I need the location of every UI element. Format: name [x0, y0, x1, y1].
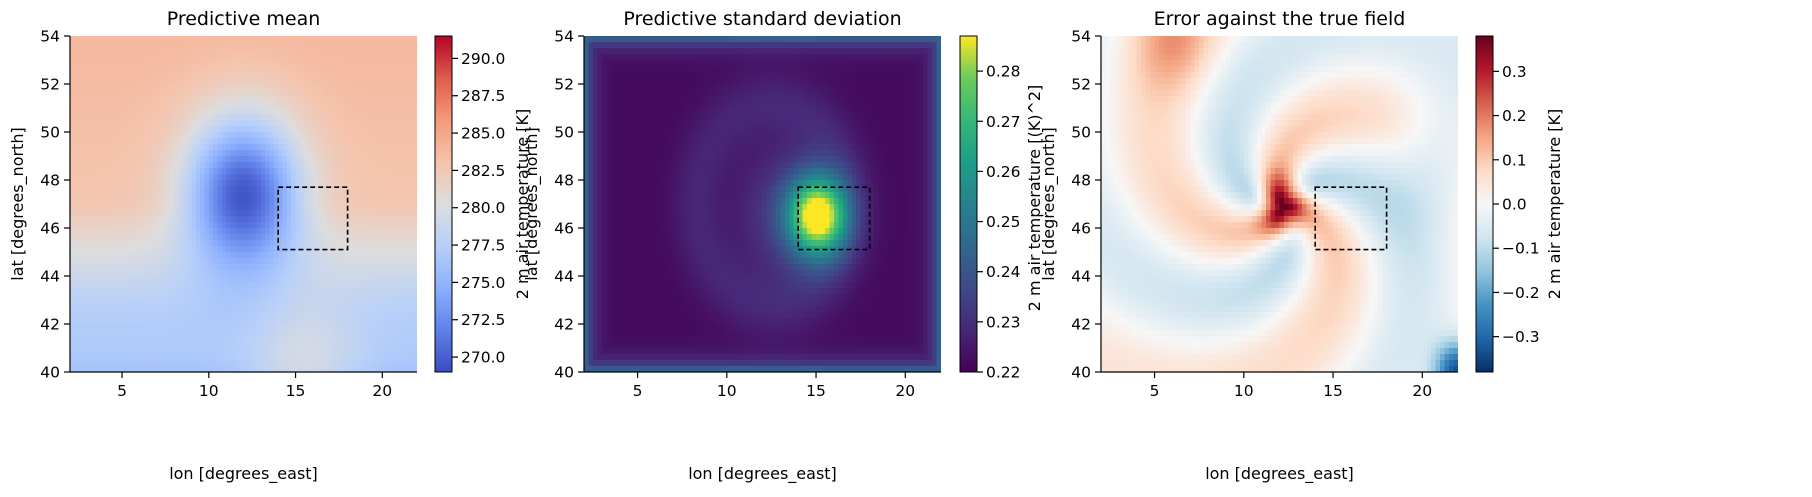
- chart-title: Predictive mean: [167, 8, 321, 30]
- y-tick-label: 42: [40, 316, 60, 334]
- colorbar-tick-label: 0.28: [986, 63, 1021, 81]
- y-tick-label: 52: [40, 76, 60, 94]
- colorbar-tick-label: 277.5: [461, 237, 505, 255]
- colorbar-tick-label: 0.3: [1502, 63, 1527, 81]
- colorbar-tick-label: 0.0: [1502, 196, 1527, 214]
- highlight-box: [277, 186, 349, 251]
- y-tick-label: 46: [554, 220, 574, 238]
- colorbar-tick-label: 0.22: [986, 364, 1021, 382]
- y-tick-label: 44: [554, 268, 574, 286]
- x-tick-label: 20: [372, 382, 392, 400]
- colorbar-tick-label: 0.25: [986, 213, 1021, 231]
- y-tick-label: 54: [40, 28, 60, 46]
- x-axis-label: lon [degrees_east]: [1205, 464, 1354, 484]
- colorbar-tick-label: 0.24: [986, 263, 1021, 281]
- chart-title: Predictive standard deviation: [623, 8, 901, 30]
- y-tick-label: 48: [40, 172, 60, 190]
- colorbar-tick-label: 275.0: [461, 274, 505, 292]
- y-tick-label: 44: [40, 268, 60, 286]
- y-axis-label: lat [degrees_north]: [1039, 127, 1059, 280]
- y-tick-label: 40: [1071, 364, 1091, 382]
- y-tick-label: 42: [1071, 316, 1091, 334]
- y-tick-label: 50: [554, 124, 574, 142]
- colorbar-tick-label: 0.26: [986, 163, 1021, 181]
- colorbar: [434, 35, 453, 373]
- y-axis-label: lat [degrees_north]: [8, 127, 28, 280]
- x-tick-label: 20: [895, 382, 915, 400]
- y-tick-label: 44: [1071, 268, 1091, 286]
- colorbar-tick-label: 0.1: [1502, 151, 1527, 169]
- y-tick-label: 50: [40, 124, 60, 142]
- colorbar-tick-label: 287.5: [461, 87, 505, 105]
- highlight-box: [1314, 186, 1388, 251]
- colorbar-tick-label: 0.2: [1502, 107, 1527, 125]
- y-tick-label: 54: [1071, 28, 1091, 46]
- y-tick-label: 40: [554, 364, 574, 382]
- chart-title: Error against the true field: [1154, 8, 1406, 30]
- colorbar-label: 2 m air temperature [(K)^2]: [1025, 85, 1044, 312]
- x-tick-label: 15: [806, 382, 826, 400]
- chart-panel-3: Error against the true field 5 10 15 20 40 42 4…: [1039, 8, 1564, 484]
- x-tick-label: 20: [1412, 382, 1432, 400]
- colorbar-tick-label: 272.5: [461, 311, 505, 329]
- y-tick-label: 54: [554, 28, 574, 46]
- colorbar-tick-label: −0.2: [1502, 284, 1540, 302]
- y-tick-label: 42: [554, 316, 574, 334]
- x-tick-label: 5: [117, 382, 127, 400]
- chart-panel-1: Predictive mean 5 10 15 20 40 42 44 46 48 50 52 54 lo…: [8, 8, 532, 484]
- x-axis-label: lon [degrees_east]: [169, 464, 318, 484]
- colorbar-tick-label: 0.27: [986, 113, 1021, 131]
- x-tick-label: 15: [1323, 382, 1343, 400]
- highlight-box: [797, 186, 871, 251]
- colorbar-tick-label: 0.23: [986, 313, 1021, 331]
- colorbar: [959, 35, 978, 373]
- x-tick-label: 10: [199, 382, 219, 400]
- colorbar-tick-label: 290.0: [461, 50, 505, 68]
- colorbar-label: 2 m air temperature [K]: [1545, 109, 1564, 299]
- y-tick-label: 46: [1071, 220, 1091, 238]
- colorbar-tick-label: 282.5: [461, 162, 505, 180]
- y-tick-label: 46: [40, 220, 60, 238]
- colorbar-tick-label: −0.1: [1502, 240, 1540, 258]
- x-tick-label: 10: [1234, 382, 1254, 400]
- colorbar-tick-label: 285.0: [461, 125, 505, 143]
- colorbar-tick-label: −0.3: [1502, 328, 1540, 346]
- y-axis-label: lat [degrees_north]: [522, 127, 542, 280]
- heatmap-field: [70, 36, 417, 372]
- y-tick-label: 40: [40, 364, 60, 382]
- y-tick-label: 50: [1071, 124, 1091, 142]
- x-axis-label: lon [degrees_east]: [688, 464, 837, 484]
- y-tick-label: 48: [1071, 172, 1091, 190]
- y-tick-label: 52: [554, 76, 574, 94]
- colorbar-tick-label: 270.0: [461, 349, 505, 367]
- x-tick-label: 5: [633, 382, 643, 400]
- y-tick-label: 52: [1071, 76, 1091, 94]
- heatmap-field: [1101, 36, 1458, 372]
- colorbar-tick-label: 280.0: [461, 199, 505, 217]
- colorbar-label: 2 m air temperature [K]: [513, 109, 532, 299]
- x-tick-label: 5: [1150, 382, 1160, 400]
- heatmap-field: [584, 36, 941, 372]
- x-tick-label: 15: [286, 382, 306, 400]
- y-tick-label: 48: [554, 172, 574, 190]
- chart-panel-2: Predictive standard deviation 5 10 15 20 40 42…: [522, 8, 1044, 484]
- x-tick-label: 10: [717, 382, 737, 400]
- colorbar: [1475, 35, 1494, 373]
